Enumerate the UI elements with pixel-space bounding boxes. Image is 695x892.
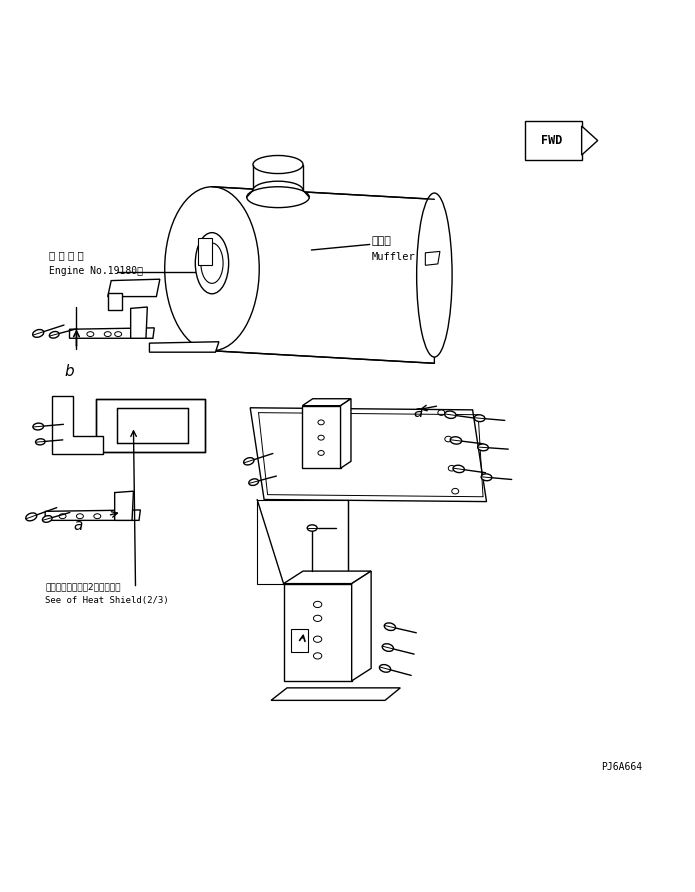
Ellipse shape [49,332,59,338]
Text: Muffler: Muffler [372,252,416,262]
Polygon shape [284,583,352,681]
Text: a: a [414,405,423,420]
Ellipse shape [165,186,259,351]
Ellipse shape [33,423,44,430]
Polygon shape [52,396,103,454]
Polygon shape [425,252,440,265]
Polygon shape [70,328,154,338]
Ellipse shape [382,644,393,651]
Ellipse shape [379,665,391,673]
Text: Engine No.19180〜: Engine No.19180〜 [49,266,142,276]
Text: 適 用 号 機: 適 用 号 機 [49,250,83,260]
Polygon shape [149,342,219,352]
Ellipse shape [35,439,45,445]
Ellipse shape [307,524,317,531]
Ellipse shape [477,444,489,450]
Ellipse shape [195,233,229,293]
Polygon shape [271,688,400,700]
Polygon shape [291,629,308,652]
Ellipse shape [26,513,37,521]
Ellipse shape [253,181,303,199]
Polygon shape [117,408,188,442]
Ellipse shape [453,466,464,473]
Ellipse shape [450,437,461,444]
Text: ヒートシールド（2／３）参照: ヒートシールド（2／３）参照 [45,582,121,591]
Polygon shape [212,186,434,363]
Polygon shape [198,237,212,265]
Polygon shape [341,399,351,468]
Polygon shape [352,571,371,681]
Ellipse shape [42,516,52,523]
Polygon shape [302,406,341,468]
Polygon shape [284,571,371,583]
Ellipse shape [384,623,395,631]
Polygon shape [131,307,147,338]
Text: FWD: FWD [541,134,562,147]
Polygon shape [250,408,486,501]
Ellipse shape [474,415,485,422]
Text: b: b [295,637,305,651]
Polygon shape [302,399,351,406]
Ellipse shape [416,193,452,357]
Polygon shape [45,510,140,520]
Text: PJ6A664: PJ6A664 [601,762,642,772]
Ellipse shape [445,411,456,418]
Polygon shape [108,293,122,310]
Ellipse shape [481,474,492,481]
Ellipse shape [244,458,254,465]
Polygon shape [96,399,205,451]
Polygon shape [582,126,598,155]
Ellipse shape [33,329,44,337]
Ellipse shape [253,155,303,174]
Text: See of Heat Shield(2/3): See of Heat Shield(2/3) [45,597,169,606]
Ellipse shape [249,479,259,485]
Text: b: b [65,364,74,379]
Ellipse shape [247,186,309,208]
Text: マフラ: マフラ [372,236,392,246]
Polygon shape [108,279,160,296]
Text: a: a [73,518,82,533]
Polygon shape [525,121,582,160]
Polygon shape [115,491,133,520]
